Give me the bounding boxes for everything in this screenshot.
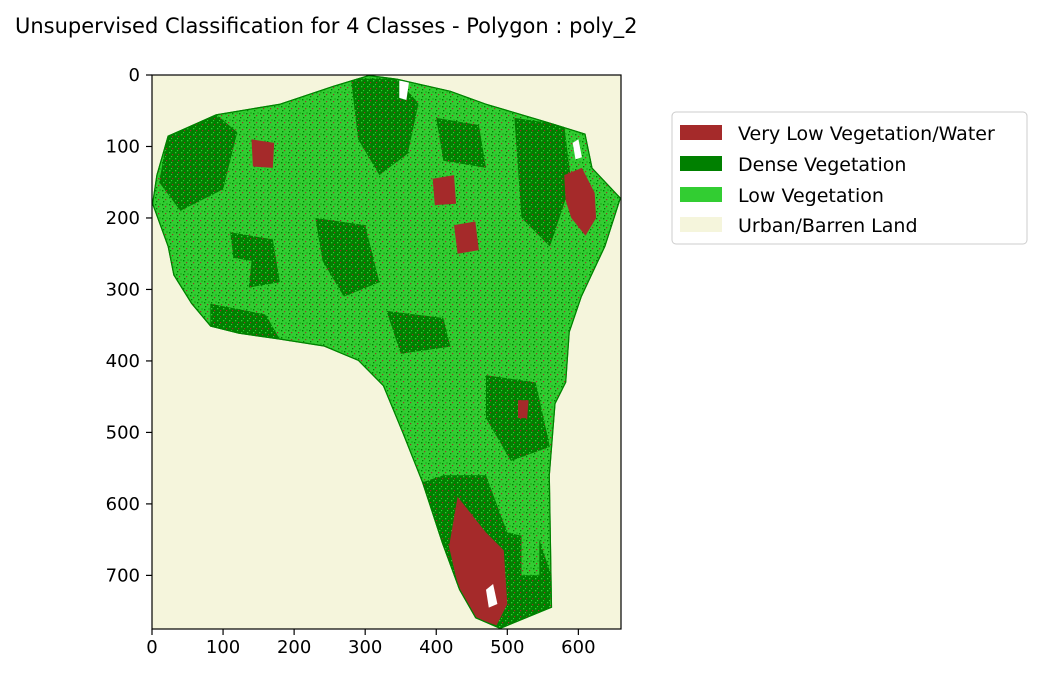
legend-swatch <box>680 187 722 202</box>
water-patch <box>518 400 529 419</box>
low-vegetation-zone <box>372 182 437 268</box>
legend-label: Low Vegetation <box>738 185 884 207</box>
low-vegetation-zone <box>208 253 252 297</box>
y-tick-label: 300 <box>106 279 140 300</box>
chart-title: Unsupervised Classification for 4 Classe… <box>15 14 637 39</box>
legend-swatch <box>680 217 722 232</box>
polygon-edge <box>152 75 621 629</box>
legend-label: Dense Vegetation <box>738 154 906 176</box>
water-patch <box>454 221 479 254</box>
x-tick-label: 100 <box>206 637 240 658</box>
y-tick-label: 700 <box>106 565 140 586</box>
x-tick-label: 600 <box>561 637 595 658</box>
legend: Very Low Vegetation/Water Dense Vegetati… <box>671 111 1028 245</box>
y-tick-label: 0 <box>129 65 140 86</box>
y-tick-label: 600 <box>106 494 140 515</box>
low-vegetation-zone <box>521 503 540 576</box>
water-patch <box>251 139 275 168</box>
dense-vegetation-zone <box>514 117 572 247</box>
x-tick-label: 300 <box>348 637 382 658</box>
x-tick-label: 200 <box>277 637 311 658</box>
low-vegetation-zone <box>464 253 526 318</box>
dense-vegetation-zone <box>436 117 486 168</box>
x-axis: 0 100 200 300 400 500 600 <box>146 629 596 658</box>
dense-vegetation-zone <box>315 218 380 297</box>
nodata-gap <box>399 80 410 100</box>
water-patch <box>564 167 597 236</box>
legend-label: Very Low Vegetation/Water <box>738 123 995 145</box>
x-tick-label: 500 <box>490 637 524 658</box>
classification-map <box>152 75 621 629</box>
plot-area <box>151 74 622 630</box>
y-tick-label: 100 <box>106 136 140 157</box>
low-vegetation-zone <box>272 132 319 218</box>
dense-vegetation-zone <box>486 375 550 461</box>
y-tick-label: 400 <box>106 351 140 372</box>
y-axis: 0 100 200 300 400 500 600 700 <box>106 65 152 586</box>
dense-vegetation-zone <box>386 310 451 354</box>
nodata-gap <box>572 139 582 160</box>
dense-vegetation-zone <box>351 78 419 176</box>
x-tick-label: 0 <box>146 637 157 658</box>
polygon-region <box>152 75 621 629</box>
nodata-gap <box>486 584 498 608</box>
axes-frame <box>151 74 622 630</box>
y-tick-label: 200 <box>106 208 140 229</box>
legend-frame <box>671 111 1028 245</box>
x-tick-label: 400 <box>419 637 453 658</box>
dense-vegetation-zone <box>159 114 238 211</box>
polygon-classes <box>152 75 621 629</box>
legend-label: Urban/Barren Land <box>738 215 918 237</box>
y-tick-label: 500 <box>106 422 140 443</box>
legend-swatch <box>680 156 722 171</box>
water-patch <box>432 175 457 206</box>
legend-swatch <box>680 125 722 140</box>
